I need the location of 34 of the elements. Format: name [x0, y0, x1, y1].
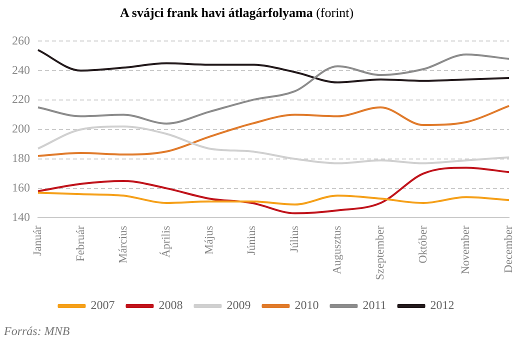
line-series [37, 49, 510, 84]
line-series [37, 166, 510, 214]
y-tick-label: 140 [12, 210, 30, 224]
legend-label: 2008 [158, 298, 183, 312]
text: Forrás: MNB [3, 323, 71, 340]
y-tick-label: 260 [12, 33, 30, 48]
x-tick-label: November [460, 226, 472, 274]
x-tick-label: Január [32, 226, 44, 256]
x-tick-label: Június [246, 225, 258, 256]
legend-label: 2009 [226, 298, 251, 312]
x-tick-label: Május [203, 225, 216, 254]
x-tick-label: Október [417, 226, 430, 264]
chart-subtitle: (forint) [316, 5, 354, 20]
y-tick-label: 200 [12, 122, 30, 136]
x-tick-label: Április [159, 225, 172, 258]
line-series [37, 192, 510, 206]
y-tick-label: 160 [12, 180, 30, 194]
chart-title: A svájci frank havi átlagárfolyama [120, 5, 313, 20]
legend-label: 2011 [362, 298, 386, 312]
legend-label: 2012 [430, 298, 454, 312]
x-tick-label: Február [74, 226, 87, 262]
x-tick-label: Szeptember [374, 226, 387, 280]
legend-label: 2010 [294, 298, 319, 312]
x-tick-label: Augusztus [332, 225, 344, 274]
x-tick-label: Július [288, 225, 301, 253]
x-tick-label: December [503, 226, 516, 273]
line-series [37, 53, 510, 125]
y-tick-label: 220 [12, 92, 30, 106]
x-tick-label: Március [118, 225, 130, 264]
y-tick-label: 180 [12, 151, 30, 166]
legend-label: 2007 [90, 298, 115, 312]
line-series [37, 126, 510, 164]
y-tick-label: 240 [12, 62, 30, 77]
line-series [37, 104, 510, 157]
